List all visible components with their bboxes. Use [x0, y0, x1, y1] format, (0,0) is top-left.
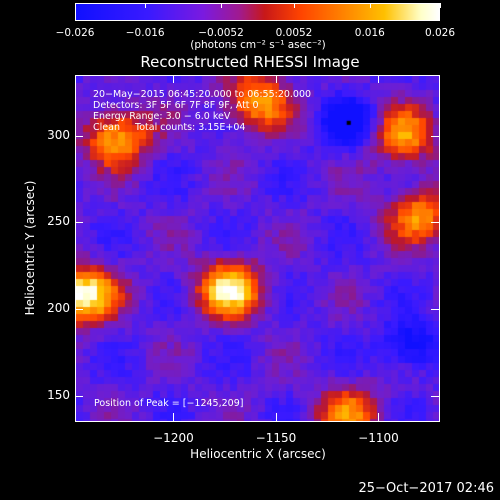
colorbar-tick-label: 0.026: [424, 27, 456, 39]
y-tick-label: 200: [47, 301, 70, 316]
colorbar-tick-label: −0.0052: [198, 27, 244, 39]
clean-annotation: Clean Total counts: 3.15E+04: [93, 122, 246, 133]
y-tick-mark: [431, 135, 439, 137]
colorbar-tick-mark: [145, 3, 147, 8]
y-tick-mark: [431, 309, 439, 311]
time-range-annotation: 20−May−2015 06:45:20.000 to 06:55:20.000: [93, 89, 312, 100]
y-tick-mark: [75, 395, 83, 397]
colorbar-tick-mark: [369, 3, 371, 8]
peak-position-annotation: Position of Peak = [−1245,209]: [94, 398, 244, 409]
colorbar-units: (photons cm⁻² s⁻¹ asec⁻²): [190, 39, 326, 51]
colorbar-tick-mark: [440, 3, 441, 8]
colorbar-tick-label: 0.0052: [275, 27, 313, 39]
y-tick-mark: [431, 222, 439, 224]
colorbar-tick-mark: [75, 3, 76, 8]
y-tick-label: 250: [47, 214, 70, 229]
heatmap-image: [76, 76, 439, 421]
y-tick-mark: [75, 222, 83, 224]
x-tick-mark: [275, 413, 277, 421]
x-tick-mark: [173, 413, 175, 421]
x-tick-label: −1100: [358, 431, 399, 445]
colorbar-tick-mark: [221, 3, 222, 8]
colorbar-tick-label: −0.016: [125, 27, 165, 39]
detectors-annotation: Detectors: 3F 5F 6F 7F 8F 9F, Att 0: [93, 100, 259, 111]
colorbar-tick-label: 0.016: [354, 27, 385, 39]
y-tick-mark: [75, 135, 83, 137]
colorbar: [75, 3, 440, 21]
energy-range-annotation: Energy Range: 3.0 − 6.0 keV: [93, 111, 231, 122]
chart-title: Reconstructed RHESSI Image: [140, 53, 360, 71]
y-tick-label: 150: [47, 387, 70, 402]
timestamp: 25−Oct−2017 02:46: [358, 481, 494, 496]
y-tick-mark: [431, 395, 439, 397]
x-tick-mark: [275, 75, 277, 83]
y-tick-mark: [75, 309, 83, 311]
x-tick-label: −1150: [255, 431, 297, 445]
x-tick-label: −1200: [153, 431, 194, 445]
plot-area: 20−May−2015 06:45:20.000 to 06:55:20.000…: [75, 75, 440, 422]
colorbar-tick-mark: [294, 3, 295, 8]
y-tick-label: 300: [47, 127, 70, 142]
x-tick-mark: [378, 413, 380, 421]
y-axis-label: Heliocentric Y (arcsec): [23, 180, 37, 316]
colorbar-tick-label: −0.026: [55, 27, 95, 39]
x-tick-mark: [378, 75, 380, 83]
x-axis-label: Heliocentric X (arcsec): [190, 447, 326, 461]
x-tick-mark: [173, 75, 175, 83]
